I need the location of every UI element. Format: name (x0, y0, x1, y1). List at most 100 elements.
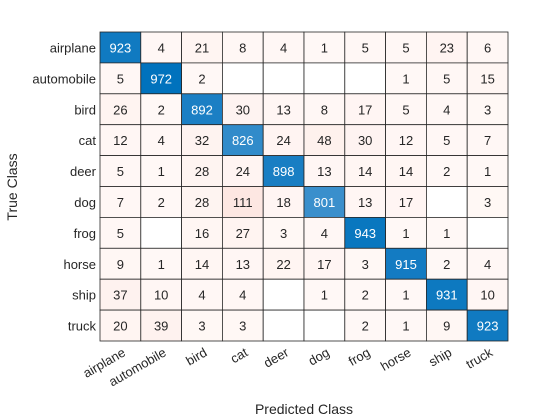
matrix-cell (221, 155, 264, 187)
cell-value-label: 4 (198, 288, 205, 303)
cell-value-label: 13 (358, 195, 372, 210)
cell-value-label: 972 (150, 71, 172, 86)
matrix-cell (221, 309, 264, 342)
matrix-cell (262, 93, 305, 126)
y-axis-label: True Class (4, 153, 20, 220)
matrix-cell (425, 155, 468, 187)
matrix-cell (385, 62, 427, 95)
matrix-cell (140, 31, 183, 64)
cell-value-label: 1 (484, 164, 491, 179)
cell-value-label: 9 (117, 257, 124, 272)
matrix-cell (303, 309, 346, 342)
matrix-cell (303, 247, 346, 280)
matrix-cell (140, 278, 183, 311)
column-tick-label: frog (346, 345, 373, 369)
cell-value-label: 5 (402, 40, 409, 55)
matrix-cell (344, 186, 386, 218)
cell-value-label: 28 (195, 164, 209, 179)
matrix-cell (262, 216, 305, 249)
cell-value-label: 2 (158, 102, 165, 117)
column-tick-label: truck (463, 344, 495, 371)
matrix-cell (140, 309, 183, 342)
cell-value-label: 943 (354, 226, 376, 241)
cell-value-label: 37 (113, 288, 127, 303)
cell-value-label: 1 (158, 164, 165, 179)
cell-value-label: 4 (239, 288, 246, 303)
column-tick-label: horse (378, 345, 414, 374)
matrix-cell (221, 186, 264, 218)
cell-value-label: 14 (358, 164, 372, 179)
cell-value-label: 4 (158, 40, 165, 55)
matrix-cell (99, 93, 142, 126)
cell-value-label: 1 (321, 288, 328, 303)
row-tick-label: deer (70, 164, 97, 179)
matrix-cell (262, 247, 305, 280)
cell-value-label: 10 (154, 288, 168, 303)
matrix-cell (344, 216, 386, 249)
cell-value-label: 26 (113, 102, 127, 117)
cell-value-label: 16 (195, 226, 209, 241)
row-tick-label: truck (68, 319, 97, 334)
matrix-cell (344, 278, 386, 311)
matrix-cell (466, 155, 509, 187)
matrix-cell (466, 216, 509, 249)
matrix-cell (181, 186, 223, 218)
matrix-cell (221, 62, 264, 95)
column-tick-label: deer (261, 344, 292, 370)
matrix-cell (140, 93, 183, 126)
column-tick-label: dog (306, 345, 332, 369)
cell-value-label: 1 (158, 257, 165, 272)
matrix-cell (344, 309, 386, 342)
cell-value-label: 111 (233, 195, 253, 210)
cell-value-label: 18 (276, 195, 290, 210)
matrix-cell (466, 247, 509, 280)
x-axis-label: Predicted Class (255, 401, 353, 417)
cell-value-label: 8 (239, 40, 246, 55)
cell-value-label: 5 (443, 71, 450, 86)
cell-value-label: 1 (402, 71, 409, 86)
cell-value-label: 4 (321, 226, 328, 241)
cell-value-label: 14 (195, 257, 209, 272)
matrix-cell (262, 278, 305, 311)
cell-value-label: 20 (113, 319, 127, 334)
matrix-cell (99, 216, 142, 249)
cell-value-label: 1 (321, 40, 328, 55)
cell-value-label: 7 (484, 133, 491, 148)
cell-value-label: 32 (195, 133, 209, 148)
cell-value-label: 6 (484, 40, 491, 55)
matrix-cell (99, 31, 142, 64)
matrix-cell (221, 278, 264, 311)
matrix-cell (181, 124, 223, 156)
matrix-cell (466, 278, 509, 311)
cell-value-label: 5 (117, 71, 124, 86)
matrix-cell (425, 278, 468, 311)
row-tick-label: bird (74, 102, 96, 117)
matrix-cell (425, 309, 468, 342)
row-tick-labels: airplane automobile bird cat deer dog frog hors… (32, 40, 96, 333)
cell-value-label: 7 (117, 195, 124, 210)
matrix-cell (466, 186, 509, 218)
cell-value-label: 5 (117, 226, 124, 241)
matrix-cell (99, 155, 142, 187)
matrix-cell (99, 124, 142, 156)
cell-value-label: 3 (198, 319, 205, 334)
column-tick-label: ship (426, 345, 454, 370)
matrix-cell (140, 62, 183, 95)
cell-value-label: 28 (195, 195, 209, 210)
matrix-cell (262, 186, 305, 218)
row-tick-label: frog (74, 226, 96, 241)
column-tick-label: cat (228, 344, 251, 366)
matrix-cell (181, 93, 223, 126)
matrix-cell (303, 62, 346, 95)
cell-value-label: 4 (443, 102, 450, 117)
cell-value-label: 1 (402, 319, 409, 334)
matrix-cell (385, 31, 427, 64)
cell-value-label: 12 (113, 133, 127, 148)
cell-value-label: 15 (480, 71, 494, 86)
cell-value-label: 923 (110, 40, 132, 55)
cell-value-label: 4 (484, 257, 491, 272)
column-tick-label: bird (183, 345, 209, 369)
cell-value-label: 3 (280, 226, 287, 241)
cell-value-label: 5 (117, 164, 124, 179)
